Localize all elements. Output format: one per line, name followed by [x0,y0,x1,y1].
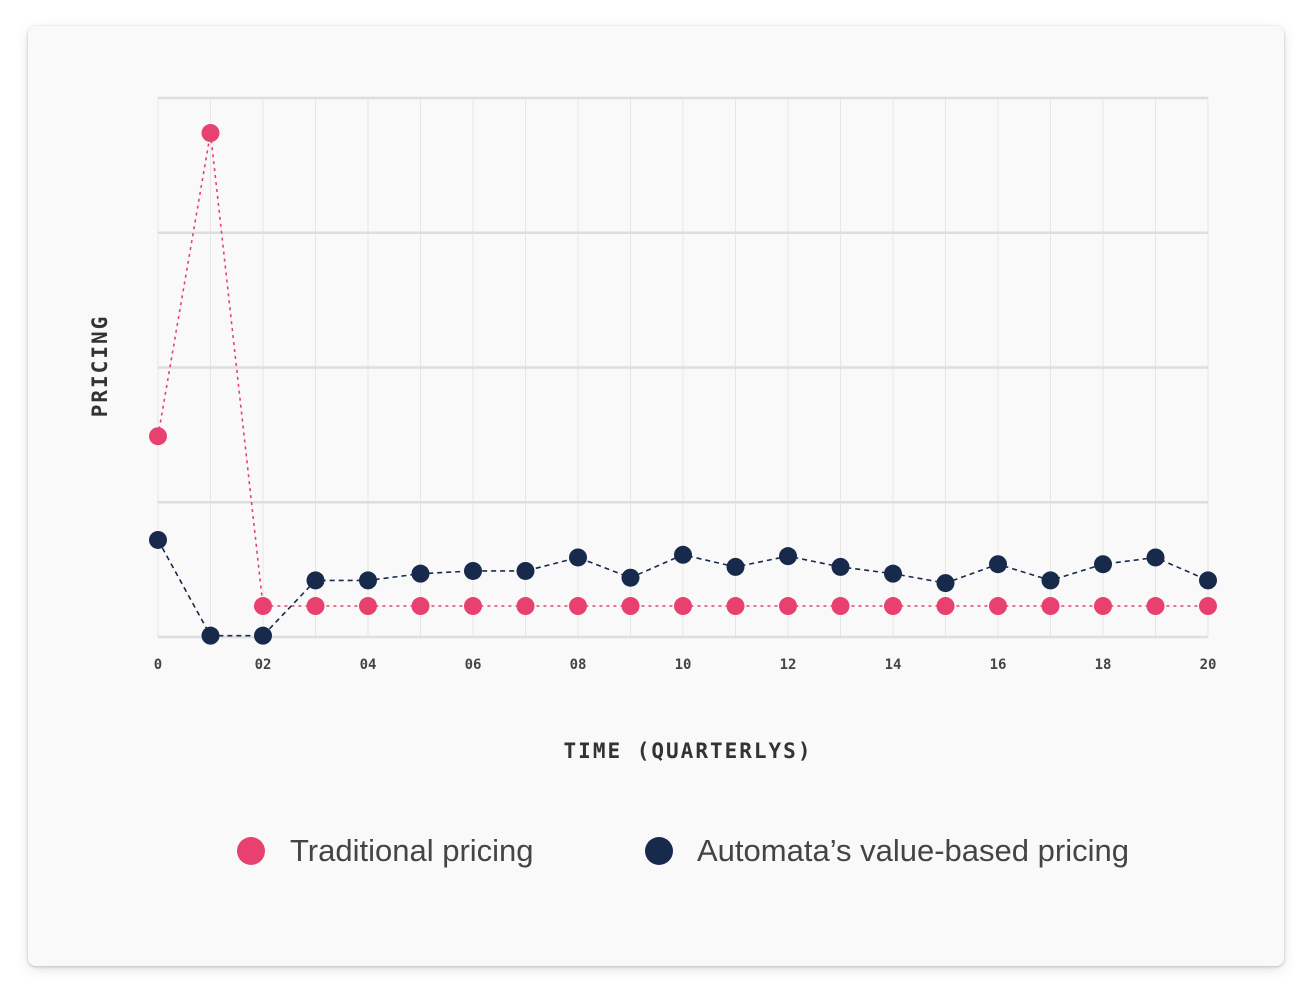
data-point-series-0 [149,427,167,446]
data-point-series-0 [621,597,640,616]
data-point-series-0 [936,597,955,616]
data-point-series-0 [989,597,1007,616]
series-points [149,124,1217,645]
data-point-series-1 [621,568,640,587]
x-tick-label: 16 [990,657,1007,673]
data-point-series-1 [411,564,430,583]
x-tick-label: 14 [885,657,902,673]
data-point-series-0 [726,597,745,616]
data-point-series-1 [779,547,797,566]
data-point-series-0 [884,597,902,616]
data-point-series-1 [884,564,902,583]
legend: Traditional pricing Automata’s value-bas… [237,833,1129,868]
data-point-series-0 [306,597,325,616]
data-point-series-1 [726,557,745,576]
data-point-series-1 [569,548,587,567]
legend-marker-value-based-pricing [645,837,673,865]
data-point-series-0 [674,597,692,616]
data-point-series-1 [989,555,1007,574]
data-point-series-0 [1199,597,1217,616]
legend-marker-traditional-pricing [237,837,265,865]
data-point-series-1 [201,626,220,645]
data-point-series-1 [1094,555,1112,574]
data-point-series-0 [779,597,797,616]
x-tick-label: 12 [780,657,797,673]
data-point-series-1 [936,574,955,593]
data-point-series-0 [1146,597,1165,616]
data-point-series-0 [359,597,377,616]
data-point-series-1 [674,545,692,564]
data-point-series-0 [201,124,220,143]
data-point-series-1 [1199,571,1217,590]
x-tick-label: 04 [360,657,377,673]
data-point-series-1 [254,626,272,645]
data-point-series-0 [411,597,430,616]
data-point-series-1 [149,530,167,549]
legend-label-value-based-pricing: Automata’s value-based pricing [697,833,1129,868]
data-point-series-1 [516,561,535,580]
x-tick-label: 0 [154,657,162,673]
data-point-series-0 [1041,597,1060,616]
data-point-series-0 [464,597,482,616]
x-tick-labels: 0 02 04 06 08 10 12 14 16 18 20 [154,657,1217,673]
data-point-series-1 [1041,571,1060,590]
x-axis-title: TIME (QUARTERLYS) [564,739,813,763]
chart-card [28,26,1284,966]
data-point-series-0 [831,597,850,616]
data-point-series-1 [831,557,850,576]
data-point-series-0 [569,597,587,616]
x-tick-label: 02 [255,657,272,673]
y-axis-title: PRICING [88,315,112,418]
x-tick-label: 08 [570,657,587,673]
x-tick-label: 10 [675,657,692,673]
x-tick-label: 18 [1095,657,1112,673]
data-point-series-1 [464,561,482,580]
data-point-series-0 [516,597,535,616]
data-point-series-0 [1094,597,1112,616]
legend-label-traditional-pricing: Traditional pricing [290,833,534,868]
data-point-series-1 [1146,548,1165,567]
x-tick-label: 20 [1200,657,1217,673]
data-point-series-0 [254,597,272,616]
horizontal-gridlines [158,96,1208,639]
x-tick-label: 06 [465,657,482,673]
data-point-series-1 [306,571,325,590]
data-point-series-1 [359,571,377,590]
